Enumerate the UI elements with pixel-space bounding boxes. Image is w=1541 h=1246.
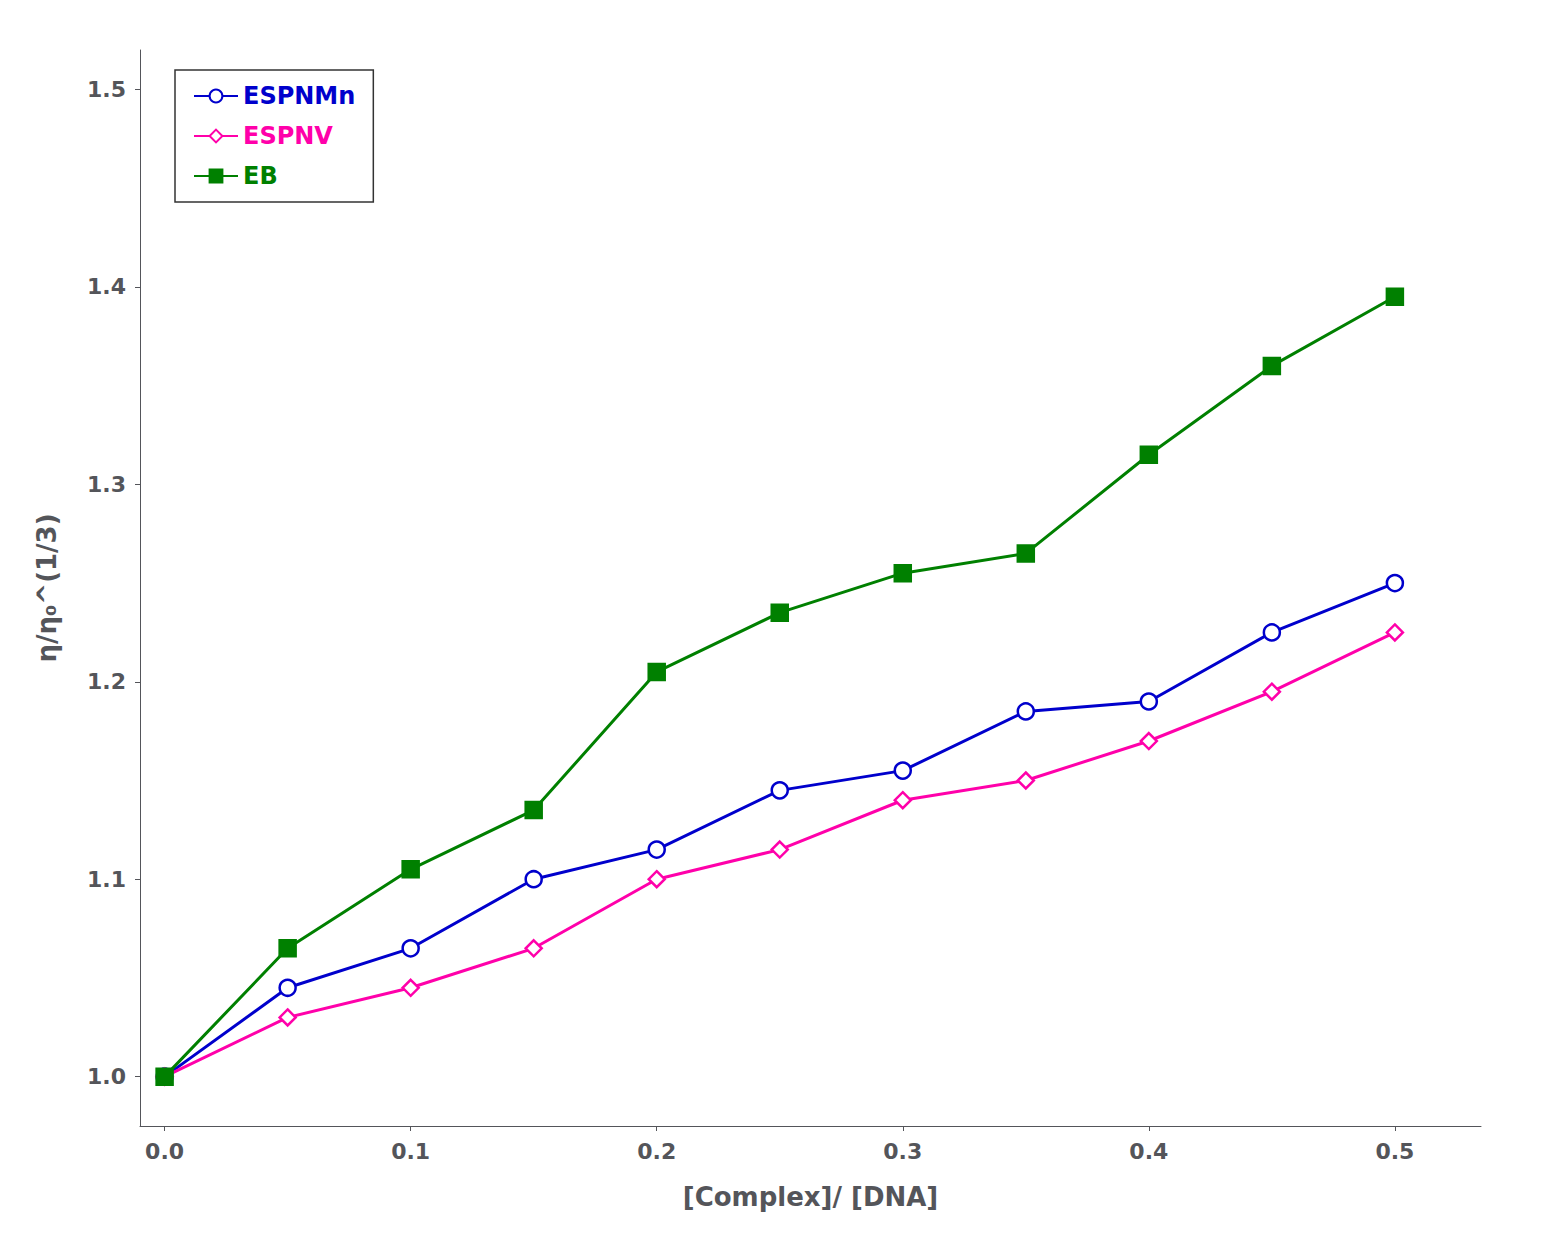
- svg-text:0.3: 0.3: [883, 1139, 922, 1164]
- svg-text:0.0: 0.0: [145, 1139, 184, 1164]
- svg-text:ESPNMn: ESPNMn: [243, 82, 355, 110]
- svg-text:0.4: 0.4: [1129, 1139, 1168, 1164]
- svg-text:0.1: 0.1: [391, 1139, 430, 1164]
- svg-text:1.4: 1.4: [87, 274, 126, 299]
- svg-text:0.5: 0.5: [1375, 1139, 1414, 1164]
- svg-text:1.0: 1.0: [87, 1064, 126, 1089]
- svg-text:1.5: 1.5: [87, 77, 126, 102]
- svg-text:1.1: 1.1: [87, 867, 126, 892]
- svg-text:[Complex]/ [DNA]: [Complex]/ [DNA]: [683, 1182, 939, 1212]
- svg-text:EB: EB: [243, 162, 278, 190]
- svg-text:1.3: 1.3: [87, 472, 126, 497]
- svg-text:0.2: 0.2: [637, 1139, 676, 1164]
- svg-text:1.2: 1.2: [87, 669, 126, 694]
- svg-text:η/η₀^(1/3): η/η₀^(1/3): [32, 513, 62, 662]
- svg-text:ESPNV: ESPNV: [243, 122, 333, 150]
